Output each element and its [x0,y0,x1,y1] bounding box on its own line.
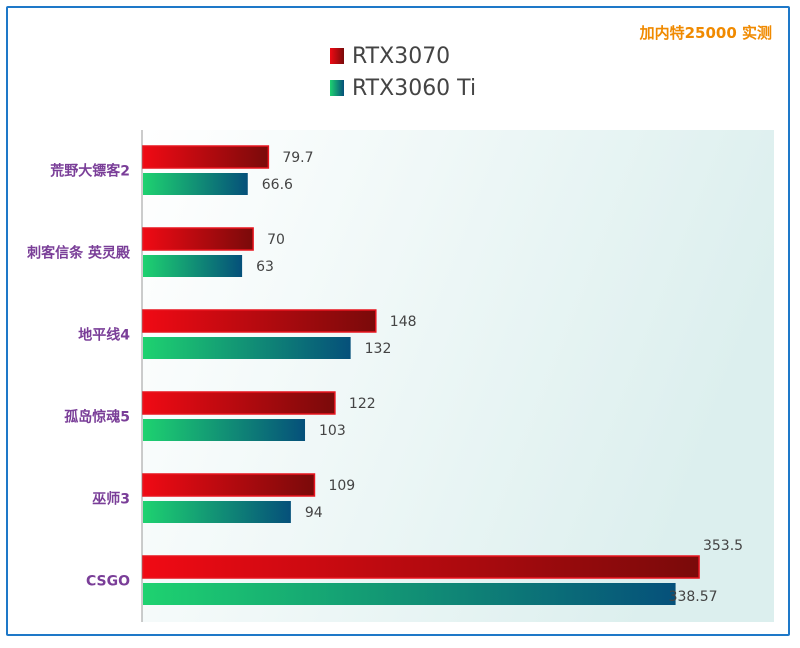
category-label: 荒野大镖客2 [49,163,130,180]
legend-label-rtx3060ti: RTX3060 Ti [352,75,477,101]
category-label: 地平线4 [78,327,130,344]
bar-rtx3060ti [143,583,676,605]
bar-rtx3070 [142,473,316,497]
bar-rtx3070 [142,309,377,333]
value-label: 122 [349,396,376,412]
chart-annotation: 加内特25000 实测 [639,24,772,42]
value-label: 132 [365,341,392,357]
category-label: 刺客信条 英灵殿 [27,245,131,262]
bar-rtx3060ti [143,255,243,277]
legend-item-rtx3070: RTX3070 [330,40,476,72]
value-label: 148 [390,314,417,330]
legend-label-rtx3070: RTX3070 [352,43,451,69]
bar-rtx3060ti [143,419,306,441]
bar-rtx3070 [142,227,254,251]
value-label: 70 [267,232,285,248]
value-label: 103 [319,423,346,439]
value-label: 353.5 [703,538,743,554]
bar-rtx3070 [142,391,336,415]
category-label: 巫师3 [92,491,130,508]
value-label: 63 [256,259,274,275]
legend-swatch-rtx3060ti [330,80,344,96]
value-label: 338.57 [669,589,718,605]
bar-rtx3060ti [143,173,248,195]
bar-rtx3060ti [143,337,351,359]
legend-item-rtx3060ti: RTX3060 Ti [330,72,476,104]
category-label: 孤岛惊魂5 [64,409,130,426]
value-label: 79.7 [282,150,313,166]
value-label: 94 [305,505,323,521]
bar-rtx3070 [142,145,270,169]
category-label: CSGO [86,574,130,590]
legend-swatch-rtx3070 [330,48,344,64]
bar-rtx3070 [142,555,700,579]
value-label: 109 [328,478,355,494]
legend: RTX3070 RTX3060 Ti [330,40,476,104]
value-label: 66.6 [262,177,293,193]
bar-rtx3060ti [143,501,291,523]
plot-area [142,130,774,622]
